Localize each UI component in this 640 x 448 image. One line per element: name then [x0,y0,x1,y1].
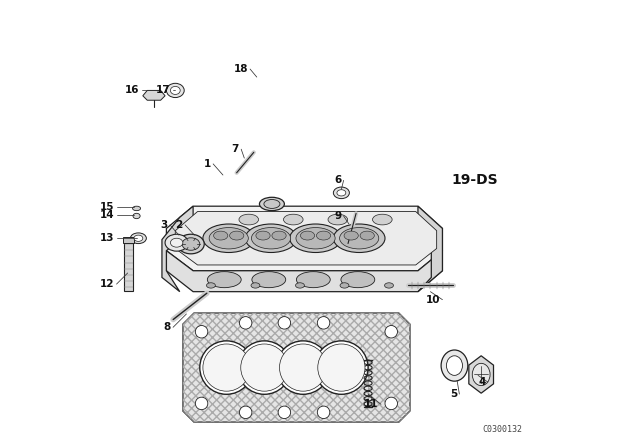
Ellipse shape [239,214,259,225]
Ellipse shape [177,234,204,254]
Text: 7: 7 [232,144,239,154]
Ellipse shape [340,283,349,288]
Text: C0300132: C0300132 [483,425,523,434]
Circle shape [318,344,365,391]
Ellipse shape [341,271,375,288]
Ellipse shape [165,234,188,251]
Text: 10: 10 [426,295,440,305]
Ellipse shape [296,271,330,288]
Text: 8: 8 [164,322,171,332]
Ellipse shape [134,235,143,241]
Ellipse shape [447,356,463,375]
Polygon shape [166,206,442,271]
Bar [124,240,133,291]
Text: 19-DS: 19-DS [452,173,499,187]
Text: 15: 15 [100,202,115,212]
Ellipse shape [333,224,385,253]
Circle shape [195,326,208,338]
Ellipse shape [207,271,241,288]
Circle shape [239,317,252,329]
Polygon shape [418,206,442,292]
Circle shape [203,344,250,391]
Ellipse shape [290,224,341,253]
Text: 16: 16 [125,85,140,95]
Ellipse shape [472,363,490,386]
Ellipse shape [252,228,291,249]
Ellipse shape [207,283,216,288]
Text: 12: 12 [100,279,115,289]
Ellipse shape [131,233,147,244]
Polygon shape [469,356,493,393]
Circle shape [385,326,397,338]
Ellipse shape [251,283,260,288]
Ellipse shape [296,283,305,288]
Text: 14: 14 [100,210,115,220]
Ellipse shape [333,187,349,198]
Ellipse shape [133,213,140,219]
Ellipse shape [300,231,315,240]
Ellipse shape [372,214,392,225]
Ellipse shape [337,190,346,196]
Ellipse shape [256,231,270,240]
Circle shape [278,406,291,418]
Ellipse shape [170,238,183,247]
Circle shape [200,341,253,394]
Ellipse shape [328,214,348,225]
Circle shape [278,317,291,329]
Ellipse shape [214,231,228,240]
Ellipse shape [284,214,303,225]
Ellipse shape [245,224,297,253]
Bar [124,237,134,243]
Ellipse shape [264,199,280,208]
Circle shape [317,406,330,418]
Ellipse shape [203,224,255,253]
Text: 2: 2 [175,220,183,230]
Text: 5: 5 [450,389,457,399]
Ellipse shape [132,206,141,211]
Text: 4: 4 [478,377,486,387]
Circle shape [195,397,208,409]
Ellipse shape [360,231,374,240]
Text: 13: 13 [100,233,115,243]
Ellipse shape [340,228,379,249]
Ellipse shape [166,83,184,98]
Ellipse shape [344,231,358,240]
Circle shape [385,397,397,409]
Polygon shape [143,90,165,100]
Circle shape [239,406,252,418]
Ellipse shape [209,228,248,249]
Circle shape [317,317,330,329]
Text: 1: 1 [204,159,211,169]
Circle shape [280,344,326,391]
Text: 9: 9 [334,211,341,221]
Polygon shape [166,251,442,292]
Circle shape [237,341,291,394]
Ellipse shape [170,86,180,95]
Circle shape [315,341,368,394]
Ellipse shape [441,350,468,381]
Circle shape [276,341,330,394]
Polygon shape [162,206,193,292]
Ellipse shape [296,228,335,249]
Polygon shape [183,313,410,422]
Ellipse shape [230,231,244,240]
Text: 18: 18 [234,64,248,74]
Text: 6: 6 [334,175,341,185]
Text: 17: 17 [156,85,171,95]
Ellipse shape [259,197,284,211]
Circle shape [241,344,288,391]
Text: 3: 3 [161,220,168,230]
Polygon shape [175,211,436,265]
Ellipse shape [316,231,331,240]
Ellipse shape [252,271,285,288]
Ellipse shape [385,283,394,288]
Ellipse shape [182,238,200,250]
Ellipse shape [272,231,286,240]
Text: 11: 11 [364,399,379,409]
